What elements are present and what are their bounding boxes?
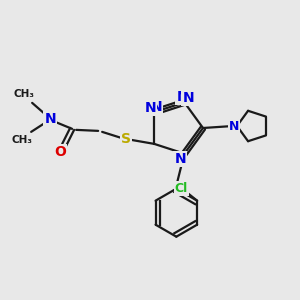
Text: O: O [54,145,66,159]
Text: N: N [175,152,186,166]
Text: CH₃: CH₃ [14,89,35,99]
Text: N: N [182,91,194,105]
Text: N: N [176,90,188,104]
Text: N: N [229,119,239,133]
Text: Cl: Cl [175,182,188,195]
Text: CH₃: CH₃ [12,135,33,145]
Text: N: N [144,101,156,115]
Text: S: S [121,132,131,146]
Text: N: N [150,100,162,114]
Text: N: N [44,112,56,126]
